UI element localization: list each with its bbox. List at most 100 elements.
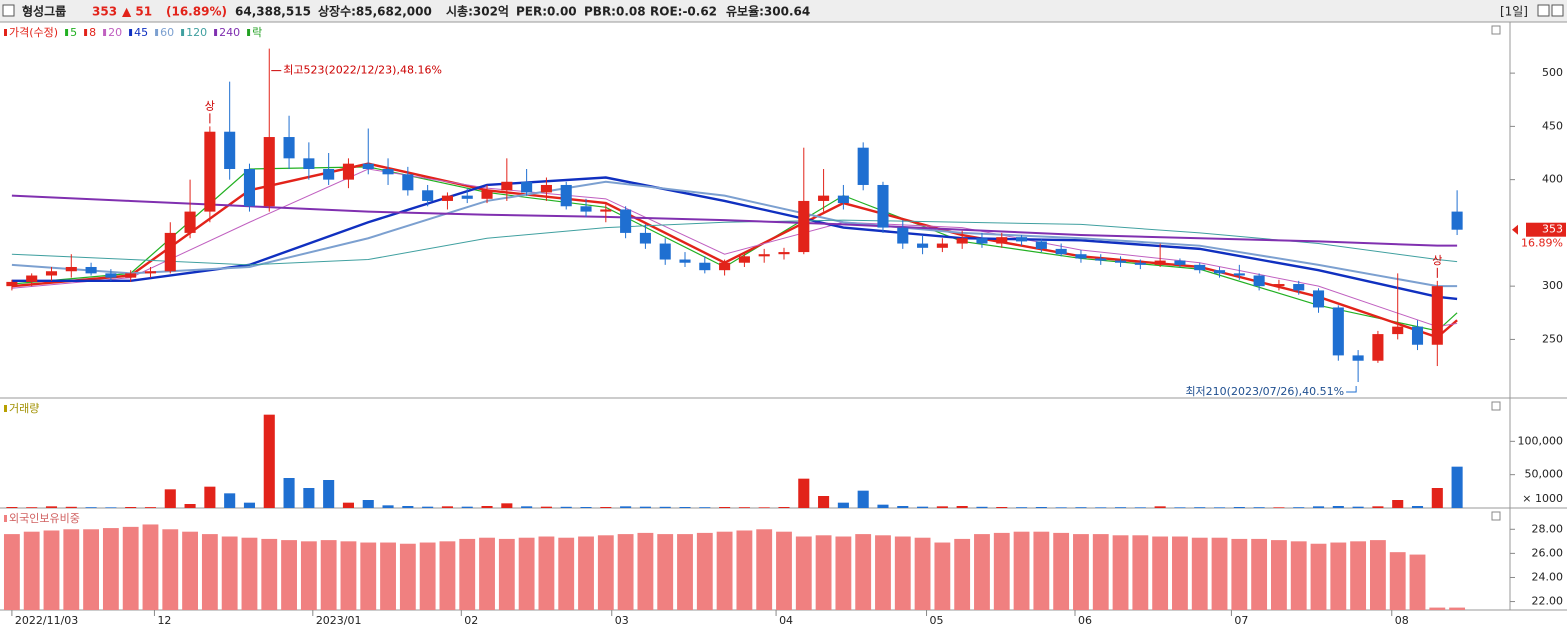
candle-body bbox=[699, 262, 711, 271]
volume-bar bbox=[501, 503, 513, 508]
y-tick-label: 400 bbox=[1542, 173, 1563, 186]
y-tick-label: 300 bbox=[1542, 279, 1563, 292]
candle-body bbox=[1194, 264, 1206, 271]
volume-bar bbox=[1253, 507, 1265, 508]
close-button[interactable] bbox=[1551, 4, 1564, 17]
foreign-bar bbox=[518, 537, 535, 610]
candle-body bbox=[580, 206, 592, 212]
volume-bar bbox=[917, 506, 929, 508]
foreign-bar bbox=[479, 537, 495, 610]
volume-bar bbox=[778, 507, 790, 508]
high-marker: 최고523(2022/12/23),48.16% bbox=[283, 64, 442, 77]
candle-body bbox=[85, 266, 97, 274]
volume-bar bbox=[1411, 506, 1424, 508]
panel-button[interactable] bbox=[1491, 511, 1501, 521]
x-tick-label: 12 bbox=[157, 614, 171, 627]
candle-body bbox=[382, 168, 394, 175]
max-button[interactable] bbox=[1537, 4, 1550, 17]
legend-swatch bbox=[103, 29, 107, 36]
foreign-bar bbox=[914, 537, 931, 610]
volume-bar bbox=[144, 507, 157, 508]
foreign-bar bbox=[894, 536, 911, 610]
moving-average bbox=[11, 168, 1458, 328]
checkbox[interactable] bbox=[2, 4, 15, 17]
panel-button[interactable] bbox=[1491, 25, 1501, 35]
foreign-bar bbox=[1152, 536, 1169, 610]
volume-bar bbox=[1174, 507, 1186, 508]
candle-body bbox=[976, 238, 988, 244]
volume-bar bbox=[818, 496, 830, 508]
x-tick-label: 05 bbox=[930, 614, 944, 627]
candle-body bbox=[540, 184, 552, 193]
reserve: 유보율:300.64 bbox=[726, 5, 810, 19]
foreign-bar bbox=[281, 540, 297, 610]
candle-body bbox=[45, 271, 58, 276]
legend-swatch bbox=[84, 29, 88, 36]
panel-button[interactable] bbox=[1491, 401, 1501, 411]
volume-bar bbox=[1352, 506, 1364, 508]
volume-bar bbox=[1055, 507, 1067, 508]
volume-bar bbox=[956, 506, 968, 508]
legend-swatch bbox=[4, 29, 7, 36]
foreign-bar bbox=[1053, 532, 1070, 610]
candle-body bbox=[1115, 260, 1127, 263]
foreign-bar bbox=[835, 536, 852, 610]
limit-up-marker: 상 bbox=[1432, 254, 1442, 267]
candle-body bbox=[243, 168, 256, 207]
foreign-bar bbox=[1013, 531, 1030, 610]
foreign-bar bbox=[736, 530, 753, 610]
legend-swatch bbox=[155, 29, 159, 36]
volume-bar bbox=[699, 507, 711, 508]
foreign-bar bbox=[1290, 541, 1307, 610]
y-tick-label: 24.00 bbox=[1532, 570, 1564, 583]
x-tick-label: 03 bbox=[615, 614, 629, 627]
foreign-bar bbox=[597, 535, 614, 610]
legend-label: 120 bbox=[186, 26, 207, 39]
foreign-bar bbox=[320, 540, 337, 610]
candle-body bbox=[600, 209, 612, 212]
candle-body bbox=[1352, 355, 1364, 361]
foreign-bar bbox=[716, 531, 733, 610]
foreign-bar bbox=[1191, 537, 1208, 610]
foreign-bar bbox=[419, 542, 436, 610]
foreign-bar bbox=[993, 532, 1010, 610]
volume-bar bbox=[639, 506, 651, 508]
candle-body bbox=[224, 131, 236, 169]
foreign-bar bbox=[875, 535, 891, 610]
price-tag bbox=[1526, 222, 1566, 237]
volume-bar bbox=[798, 478, 810, 508]
candle-body bbox=[263, 137, 275, 207]
candle-body bbox=[1095, 258, 1107, 261]
candle-body bbox=[679, 259, 691, 263]
x-tick-label: 04 bbox=[779, 614, 793, 627]
volume-bar bbox=[461, 506, 473, 508]
volume-bar bbox=[877, 504, 889, 508]
volume-bar bbox=[1194, 507, 1206, 508]
volume-bar bbox=[204, 486, 216, 508]
foreign-bar bbox=[498, 538, 515, 610]
candle-body bbox=[144, 271, 157, 274]
foreign-bar bbox=[83, 529, 100, 610]
period[interactable]: [1일] bbox=[1500, 5, 1528, 19]
candle-body bbox=[1372, 334, 1384, 361]
volume-bar bbox=[1213, 507, 1226, 508]
volume-bar bbox=[85, 507, 97, 508]
foreign-bar bbox=[756, 529, 773, 610]
foreign-bar bbox=[617, 534, 634, 610]
x-tick-label: 2022/11/03 bbox=[15, 614, 78, 627]
volume-bar bbox=[738, 507, 750, 508]
foreign-bar bbox=[399, 543, 416, 610]
y-tick-label: 50,000 bbox=[1525, 468, 1564, 481]
foreign-bar bbox=[201, 534, 218, 610]
x-tick-label: 02 bbox=[464, 614, 478, 627]
legend-swatch bbox=[247, 29, 251, 36]
candle-body bbox=[639, 232, 651, 244]
foreign-bar bbox=[558, 537, 575, 610]
candle-body bbox=[105, 273, 117, 278]
change-pct: (16.89%) bbox=[166, 5, 227, 19]
candle-body bbox=[996, 237, 1008, 244]
legend-label: 외국인보유비중 bbox=[9, 512, 80, 525]
candle-body bbox=[422, 190, 434, 201]
x-tick-label: 08 bbox=[1395, 614, 1409, 627]
